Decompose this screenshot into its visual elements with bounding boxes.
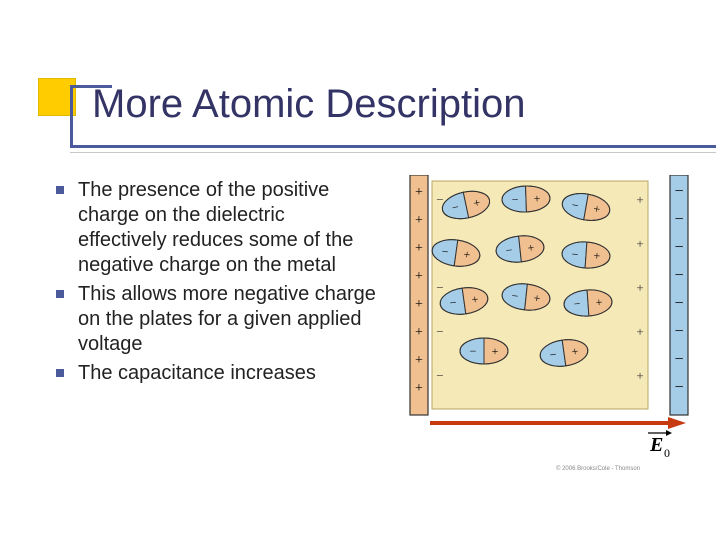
svg-text:−: − [674, 183, 683, 200]
svg-text:+: + [636, 368, 643, 383]
svg-text:−: − [436, 368, 443, 383]
bullet-text: This allows more negative charge on the … [78, 282, 376, 357]
rule-bottom [70, 145, 716, 148]
svg-text:−: − [511, 192, 518, 206]
bullet-icon [56, 369, 64, 377]
svg-text:+: + [636, 324, 643, 339]
svg-text:+: + [636, 280, 643, 295]
svg-text:+: + [415, 269, 423, 284]
svg-text:+: + [415, 185, 423, 200]
svg-text:−: − [436, 280, 443, 295]
svg-text:+: + [533, 191, 540, 205]
svg-text:+: + [492, 344, 499, 358]
svg-text:−: − [674, 211, 683, 228]
figure-credit: © 2006 Brooks/Cole - Thomson [556, 466, 640, 472]
rule-shadow [70, 152, 716, 153]
svg-text:+: + [415, 325, 423, 340]
svg-text:+: + [636, 192, 643, 207]
svg-text:+: + [415, 353, 423, 368]
bullet-icon [56, 186, 64, 194]
dielectric-figure: +−+−+−+−+−+−+−+−−+−+−+−+−+−+−+−+−+−+−+−+… [400, 175, 690, 465]
svg-text:−: − [674, 351, 683, 368]
svg-text:−: − [674, 323, 683, 340]
svg-text:+: + [593, 249, 601, 263]
svg-text:−: − [571, 247, 579, 261]
svg-text:−: − [674, 239, 683, 256]
svg-text:−: − [470, 344, 477, 358]
svg-text:E: E [649, 434, 663, 456]
svg-text:+: + [415, 213, 423, 228]
svg-text:−: − [573, 297, 581, 311]
svg-text:+: + [415, 381, 423, 396]
svg-text:+: + [415, 297, 423, 312]
svg-text:0: 0 [664, 446, 670, 460]
svg-text:−: − [674, 379, 683, 396]
slide-title: More Atomic Description [92, 82, 525, 127]
svg-text:−: − [436, 192, 443, 207]
svg-text:−: − [674, 295, 683, 312]
list-item: This allows more negative charge on the … [56, 282, 376, 357]
svg-text:+: + [595, 295, 603, 309]
svg-text:−: − [436, 324, 443, 339]
bullet-list: The presence of the positive charge on t… [56, 178, 376, 390]
list-item: The capacitance increases [56, 361, 376, 386]
rule-vert [70, 85, 73, 147]
list-item: The presence of the positive charge on t… [56, 178, 376, 278]
bullet-text: The capacitance increases [78, 361, 316, 386]
bullet-icon [56, 290, 64, 298]
svg-text:+: + [415, 241, 423, 256]
svg-text:−: − [674, 267, 683, 284]
svg-text:+: + [636, 236, 643, 251]
bullet-text: The presence of the positive charge on t… [78, 178, 376, 278]
